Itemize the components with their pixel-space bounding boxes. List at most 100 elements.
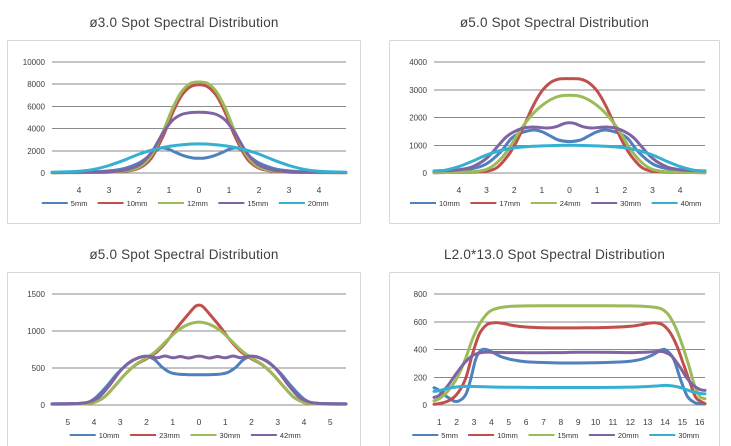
chart-frame: 0 500 1000 1500 5 4 3 2 1 0 1 2 3 4 5 10mm 23mm 30mm 42mm	[7, 272, 361, 446]
x-tick-label: 4	[457, 185, 462, 195]
y-tick-label: 2000	[27, 147, 45, 156]
legend-label-20mm: 20mm	[308, 199, 329, 208]
x-tick-label: 7	[541, 417, 546, 427]
x-tick-label: 2	[257, 185, 262, 195]
series-line-15mm	[432, 304, 707, 403]
y-tick-label: 400	[414, 346, 428, 355]
x-tick-label: 5	[506, 417, 511, 427]
x-tick-label: 2	[454, 417, 459, 427]
x-tick-label: 8	[558, 417, 563, 427]
legend-label-40mm: 40mm	[681, 199, 702, 208]
series-line-15mm	[50, 110, 348, 174]
y-tick-label: 0	[423, 401, 428, 410]
x-tick-label: 2	[137, 185, 142, 195]
y-tick-label: 2000	[409, 114, 427, 123]
legend-label-42mm: 42mm	[280, 431, 301, 440]
x-tick-label: 0	[197, 417, 202, 427]
y-tick-label: 800	[414, 290, 428, 299]
x-tick-label: 4	[92, 417, 97, 427]
chart-panel-d5-spot-b: ø5.0 Spot Spectral Distribution 0 500 1000…	[7, 242, 361, 446]
x-tick-label: 4	[77, 185, 82, 195]
x-tick-label: 1	[595, 185, 600, 195]
x-tick-label: 9	[576, 417, 581, 427]
x-tick-label: 14	[660, 417, 670, 427]
x-tick-label: 3	[650, 185, 655, 195]
y-tick-label: 0	[41, 401, 46, 410]
y-tick-label: 1500	[27, 290, 45, 299]
y-tick-label: 600	[414, 318, 428, 327]
x-tick-label: 4	[302, 417, 307, 427]
chart-title: L2.0*13.0 Spot Spectral Distribution	[443, 247, 666, 262]
y-tick-label: 1000	[27, 327, 45, 336]
legend-label-10mm: 10mm	[127, 199, 148, 208]
x-tick-label: 4	[489, 417, 494, 427]
y-tick-label: 6000	[27, 102, 45, 111]
y-tick-label: 4000	[27, 125, 45, 134]
legend-label-5mm: 5mm	[441, 431, 458, 440]
x-tick-label: 6	[524, 417, 529, 427]
chart-frame: 0 200 400 600 800 1 2 3 4 5 6 7 8 9 10 11 12 13 14 15 16 5mm 1…	[389, 272, 720, 446]
series-line-40mm	[432, 143, 707, 173]
series-line-42mm	[50, 354, 348, 406]
chart-title: ø5.0 Spot Spectral Distribution	[89, 247, 279, 262]
chart-canvas-d3-spot: 0 2000 4000 6000 8000 10000 4 3 2 1 0 1 2 3 4 5mm 10mm 12…	[23, 58, 348, 208]
series-line-10mm	[432, 321, 707, 406]
x-tick-label: 3	[118, 417, 123, 427]
legend-label-23mm: 23mm	[159, 431, 180, 440]
x-tick-label: 3	[275, 417, 280, 427]
x-tick-label: 3	[472, 417, 477, 427]
x-tick-label: 11	[609, 417, 618, 427]
series-line-30mm	[432, 383, 707, 396]
series-line-10mm	[50, 354, 348, 406]
legend-label-17mm: 17mm	[499, 199, 520, 208]
x-tick-label: 4	[678, 185, 683, 195]
legend-label-12mm: 12mm	[187, 199, 208, 208]
legend-label-30mm: 30mm	[678, 431, 699, 440]
x-tick-label: 5	[328, 417, 333, 427]
legend-label-10mm: 10mm	[99, 431, 120, 440]
series-line-17mm	[432, 77, 707, 175]
chart-canvas-d5-spot-b: 0 500 1000 1500 5 4 3 2 1 0 1 2 3 4 5 10mm 23mm 30mm 42mm	[27, 290, 348, 440]
series-line-20mm	[432, 349, 707, 399]
chart-panel-l2x13-spot: L2.0*13.0 Spot Spectral Distribution 0 20…	[389, 242, 720, 446]
legend-label-24mm: 24mm	[560, 199, 581, 208]
x-tick-label: 1	[167, 185, 172, 195]
x-tick-label: 0	[197, 185, 202, 195]
x-tick-label: 2	[249, 417, 254, 427]
chart-title: ø3.0 Spot Spectral Distribution	[89, 15, 279, 30]
series-line-30mm	[432, 121, 707, 173]
legend-label-10mm: 10mm	[439, 199, 460, 208]
legend-label-10mm: 10mm	[497, 431, 518, 440]
y-tick-label: 1000	[409, 141, 427, 150]
y-tick-label: 8000	[27, 80, 45, 89]
x-tick-label: 1	[227, 185, 232, 195]
x-tick-label: 1	[539, 185, 544, 195]
legend-label-20mm: 20mm	[618, 431, 639, 440]
chart-panel-d5-spot-a: ø5.0 Spot Spectral Distribution 0 1000 200…	[389, 10, 720, 224]
legend-label-15mm: 15mm	[247, 199, 268, 208]
x-tick-label: 2	[622, 185, 627, 195]
y-tick-label: 0	[423, 169, 428, 178]
x-tick-label: 4	[317, 185, 322, 195]
series-line-30mm	[50, 320, 348, 406]
x-tick-label: 2	[512, 185, 517, 195]
x-tick-label: 3	[484, 185, 489, 195]
x-tick-label: 16	[695, 417, 705, 427]
y-tick-label: 0	[41, 169, 46, 178]
x-tick-label: 12	[626, 417, 636, 427]
x-tick-label: 1	[223, 417, 228, 427]
x-tick-label: 3	[287, 185, 292, 195]
series-line-10mm	[432, 128, 707, 173]
y-tick-label: 500	[32, 364, 46, 373]
x-tick-label: 10	[591, 417, 601, 427]
chart-title: ø5.0 Spot Spectral Distribution	[459, 15, 650, 30]
series-line-24mm	[432, 93, 707, 175]
legend-label-30mm: 30mm	[620, 199, 641, 208]
x-tick-label: 15	[678, 417, 688, 427]
series-line-5mm	[432, 347, 707, 406]
x-tick-label: 13	[643, 417, 653, 427]
x-tick-label: 3	[107, 185, 112, 195]
legend-label-30mm: 30mm	[220, 431, 241, 440]
chart-frame: 0 2000 4000 6000 8000 10000 4 3 2 1 0 1 2 3 4 5mm 10mm 12…	[7, 40, 361, 224]
